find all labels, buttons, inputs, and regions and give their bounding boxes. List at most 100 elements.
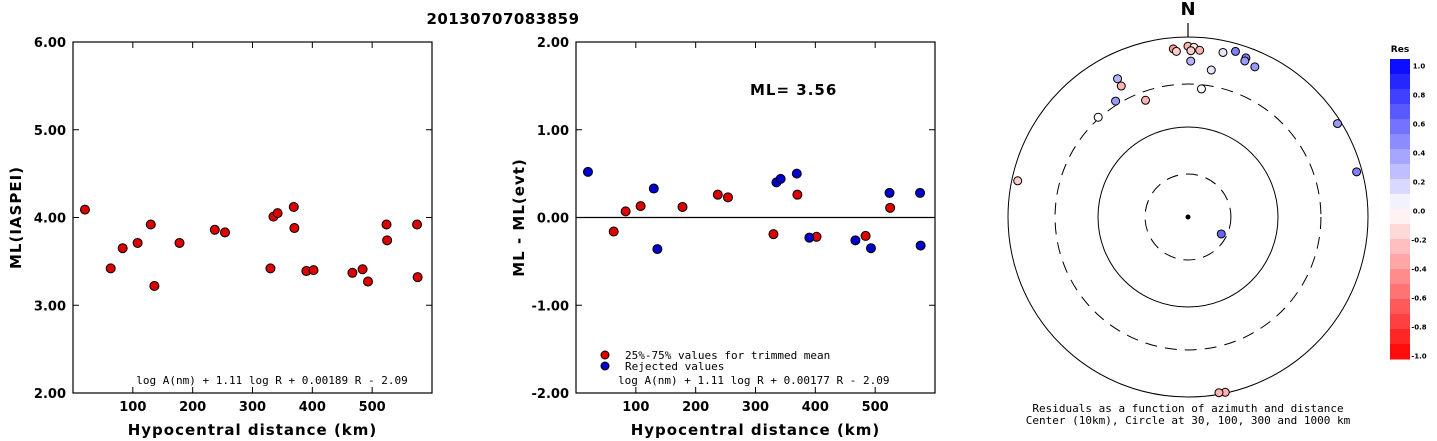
station-residual-point <box>1196 84 1206 94</box>
x-tick-label: 200 <box>179 400 206 415</box>
station-residual-point <box>1250 62 1260 72</box>
x-tick-label: 500 <box>359 400 386 415</box>
colorbar-swatch <box>1390 344 1410 360</box>
colorbar-tick-label: 0.2 <box>1413 179 1426 187</box>
data-point <box>308 265 319 276</box>
polar-residual-panel: N Residuals as a function of azimuth and … <box>1007 0 1369 427</box>
station-residual-point <box>1206 65 1216 75</box>
data-point <box>265 263 276 274</box>
legend-marker <box>600 361 610 371</box>
colorbar-swatch <box>1390 179 1410 195</box>
colorbar-tick-label: -0.8 <box>1411 324 1426 332</box>
distance-circle <box>1097 126 1279 308</box>
y-tick-label: 2.00 <box>34 387 66 402</box>
data-point <box>648 183 659 194</box>
data-point <box>885 202 896 213</box>
x-tick-label: 300 <box>742 400 769 415</box>
x-axis-label: Hypocentral distance (km) <box>631 421 881 439</box>
colorbar-tick-label: -0.2 <box>1411 237 1426 245</box>
colorbar-swatch <box>1390 314 1410 330</box>
station-residual-point <box>1141 95 1151 105</box>
station-residual-point <box>1214 388 1224 398</box>
station-residual-point <box>1352 167 1362 177</box>
colorbar-swatch <box>1390 224 1410 240</box>
polar-caption-line2: Center (10km), Circle at 30, 100, 300 an… <box>1026 414 1351 427</box>
data-point <box>117 243 128 254</box>
data-point <box>149 280 160 291</box>
colorbar-swatch <box>1390 239 1410 255</box>
x-tick-label: 400 <box>802 400 829 415</box>
epicenter-dot <box>1185 214 1191 220</box>
y-tick-label: 5.00 <box>34 124 66 139</box>
data-point <box>722 192 733 203</box>
colorbar-tick-label: 0.8 <box>1413 92 1426 100</box>
data-point <box>582 166 593 177</box>
data-point <box>915 187 926 198</box>
station-residual-point <box>1013 176 1023 186</box>
station-residual-point <box>1116 81 1126 91</box>
data-point <box>381 219 392 230</box>
colorbar-title: Res <box>1391 45 1409 55</box>
colorbar-swatch <box>1390 59 1410 75</box>
data-point <box>219 227 230 238</box>
colorbar-swatch <box>1390 254 1410 270</box>
data-point <box>272 208 283 219</box>
data-point <box>915 240 926 251</box>
ml-value-text: ML= 3.56 <box>750 81 837 99</box>
data-point <box>652 244 663 255</box>
data-point <box>635 201 646 212</box>
polar-caption-line1: Residuals as a function of azimuth and d… <box>1032 402 1343 415</box>
colorbar-swatch <box>1390 269 1410 285</box>
data-point <box>804 232 815 243</box>
left-plot-panel: 100 200 300 400 500 2.00 3.00 4.00 5.00 6.00 Hypoc… <box>7 36 433 439</box>
data-point <box>775 173 786 184</box>
colorbar-swatch <box>1390 299 1410 315</box>
colorbar-tick-label: 0.6 <box>1413 121 1426 129</box>
colorbar-swatch <box>1390 74 1410 90</box>
colorbar-tick-label: 0.0 <box>1413 208 1426 216</box>
colorbar-tick-label: -0.6 <box>1411 295 1426 303</box>
dashed-distance-circle <box>1054 83 1322 351</box>
station-residual-point <box>1240 56 1250 66</box>
station-residual-point <box>1186 46 1196 56</box>
colorbar-swatch <box>1390 119 1410 135</box>
data-point <box>712 189 723 200</box>
dashed-distance-circle <box>1144 173 1232 261</box>
station-residual-point <box>1218 47 1228 57</box>
legend-label: Rejected values <box>625 360 724 373</box>
colorbar-swatch <box>1390 104 1410 120</box>
plot-frame <box>72 41 433 394</box>
station-residual-point <box>1113 74 1123 84</box>
data-point <box>768 229 779 240</box>
x-tick-label: 200 <box>682 400 709 415</box>
y-tick-label: -2.00 <box>532 387 569 402</box>
data-point <box>865 243 876 254</box>
data-point <box>357 264 368 275</box>
data-point <box>850 235 861 246</box>
data-point <box>791 168 802 179</box>
data-point <box>209 224 220 235</box>
x-tick-label: 500 <box>862 400 889 415</box>
y-tick-label: 0.00 <box>537 212 569 227</box>
figure-title: 20130707083859 <box>426 10 579 28</box>
residual-colorbar: Res 1.0 0.8 0.6 0.4 0.2 0.0 -0.2 -0.4 -0.6 -0.8 -1.… <box>1390 45 1427 361</box>
colorbar-swatch <box>1390 134 1410 150</box>
data-point <box>288 201 299 212</box>
station-residual-point <box>1111 96 1121 106</box>
data-point <box>677 201 688 212</box>
station-residual-point <box>1093 112 1103 122</box>
y-axis-label: ML - ML(evt) <box>510 158 528 276</box>
y-tick-label: -1.00 <box>532 299 569 314</box>
x-tick-label: 100 <box>622 400 649 415</box>
x-tick-label: 300 <box>239 400 266 415</box>
y-tick-label: 4.00 <box>34 212 66 227</box>
data-point <box>362 276 373 287</box>
x-tick-label: 100 <box>119 400 146 415</box>
colorbar-tick-label: 0.4 <box>1413 150 1426 158</box>
colorbar-swatch <box>1390 164 1410 180</box>
data-point <box>79 204 90 215</box>
colorbar-tick-label: -0.4 <box>1411 266 1426 274</box>
y-tick-label: 2.00 <box>537 36 569 51</box>
data-point <box>105 263 116 274</box>
